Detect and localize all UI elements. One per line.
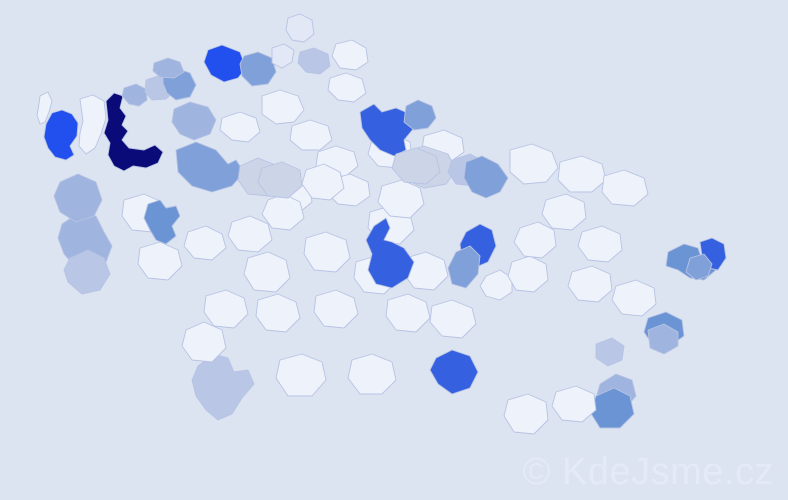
district-novy-jicin[interactable] — [685, 253, 713, 281]
district-trebic[interactable] — [429, 299, 477, 339]
district-cheb[interactable] — [43, 109, 79, 161]
district-jablonec[interactable] — [271, 43, 295, 69]
district-hradec-kralove[interactable] — [359, 103, 415, 157]
district-tachov[interactable] — [53, 173, 103, 223]
district-pisek[interactable] — [255, 293, 301, 333]
district-trutnov[interactable] — [297, 47, 331, 75]
district-opava[interactable] — [557, 155, 607, 193]
district-chomutov-core[interactable] — [103, 92, 164, 172]
district-east-small-a[interactable] — [647, 323, 679, 355]
district-rokycany[interactable] — [183, 225, 227, 261]
district-brno-mesto[interactable] — [479, 269, 513, 301]
district-prachatice[interactable] — [181, 321, 227, 363]
district-decin[interactable] — [152, 57, 185, 79]
district-uherske-hradiste[interactable] — [589, 387, 635, 429]
district-zdar-nad-sazavou[interactable] — [365, 217, 415, 289]
district-jihlava-west[interactable] — [385, 293, 431, 333]
districts-layer — [36, 13, 727, 435]
district-mlada-boleslav[interactable] — [261, 89, 305, 125]
district-domazlice[interactable] — [63, 249, 111, 295]
district-melnik[interactable] — [219, 111, 261, 143]
district-rychnov[interactable] — [403, 99, 437, 131]
district-jicin[interactable] — [327, 72, 367, 103]
district-karlovy-vary[interactable] — [78, 94, 107, 155]
district-louny-pale[interactable] — [257, 161, 303, 199]
district-benesov[interactable] — [303, 231, 351, 273]
district-liberec[interactable] — [239, 51, 277, 87]
district-olomouc[interactable] — [541, 193, 587, 231]
district-beroun[interactable] — [227, 215, 273, 253]
district-zlin-okres[interactable] — [611, 279, 657, 317]
district-kromeriz[interactable] — [567, 265, 613, 303]
district-nachod[interactable] — [331, 39, 369, 71]
district-pribram[interactable] — [243, 251, 291, 293]
district-jindrichuv-hradec[interactable] — [347, 353, 397, 395]
district-most[interactable] — [121, 83, 148, 107]
district-litomerice[interactable] — [171, 101, 217, 141]
district-brno-venkov[interactable] — [447, 245, 481, 289]
district-sokolov[interactable] — [36, 91, 53, 125]
district-tisnov-pale[interactable] — [391, 147, 441, 185]
district-ceska-lipa[interactable] — [203, 44, 247, 83]
district-prerov[interactable] — [577, 225, 623, 263]
district-plzen-mesto[interactable] — [143, 199, 181, 245]
district-nymburk[interactable] — [289, 119, 333, 151]
district-prostejov[interactable] — [513, 221, 557, 259]
district-tabor[interactable] — [313, 289, 359, 329]
district-jesenik[interactable] — [463, 155, 509, 199]
district-znojmo[interactable] — [429, 349, 479, 395]
district-cesky-krumlov[interactable] — [191, 353, 255, 421]
district-bruntal[interactable] — [509, 143, 559, 185]
district-strakonice[interactable] — [203, 289, 249, 329]
district-semily[interactable] — [285, 13, 315, 43]
district-plzen-jih[interactable] — [137, 241, 183, 281]
district-breclav[interactable] — [503, 393, 549, 435]
district-ceske-budejovice[interactable] — [275, 353, 327, 397]
district-east-small-b[interactable] — [595, 337, 625, 367]
district-hodonin[interactable] — [551, 385, 597, 423]
district-praha-vychod[interactable] — [301, 163, 345, 201]
district-ostrava-mesto[interactable] — [601, 169, 649, 207]
